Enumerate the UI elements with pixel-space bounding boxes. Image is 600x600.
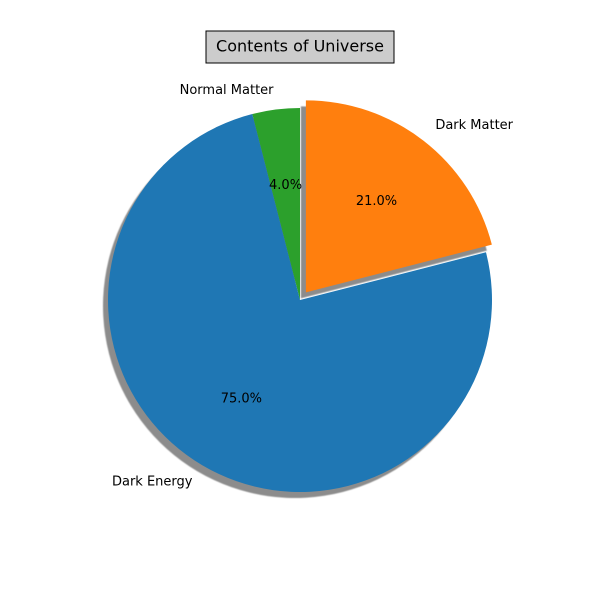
slice-label-normal-matter: Normal Matter (180, 83, 275, 98)
pie-labels: Normal Matter 4.0% Dark Energy 75.0% Dark Ma… (112, 83, 514, 489)
slice-label-dark-matter: Dark Matter (435, 118, 513, 133)
slice-label-dark-energy: Dark Energy (112, 474, 193, 489)
pie-slice-normal-matter (252, 108, 300, 300)
pie-slices (108, 100, 493, 492)
pie-slice-dark-energy (108, 114, 493, 492)
slice-percent-dark-matter: 21.0% (356, 194, 397, 209)
chart-title-box (205, 30, 395, 64)
chart-title: Contents of Universe (205, 30, 395, 64)
slice-percent-dark-energy: 75.0% (221, 392, 262, 407)
chart-title-text: Contents of Universe (216, 37, 384, 56)
pie-slice-dark-matter (305, 100, 492, 293)
slice-percent-normal-matter: 4.0% (269, 178, 302, 193)
